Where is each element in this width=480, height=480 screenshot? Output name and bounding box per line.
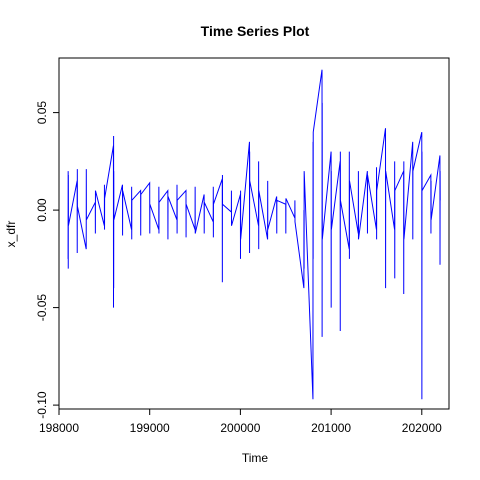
series-line-1: [67, 69, 441, 400]
x-tick-label: 198000: [39, 421, 79, 435]
x-tick-label: 200000: [220, 421, 260, 435]
y-tick-label: -0.05: [35, 294, 49, 322]
x-tick-label: 201000: [311, 421, 351, 435]
y-axis: -0.10 -0.05 0.00 0.05: [35, 101, 60, 419]
x-tick-label: 199000: [130, 421, 170, 435]
x-tick-label: 202000: [402, 421, 442, 435]
y-tick-label: 0.05: [35, 101, 49, 125]
chart-title: Time Series Plot: [201, 23, 310, 39]
y-tick-label: 0.00: [35, 198, 49, 222]
x-axis-label: Time: [242, 451, 269, 465]
y-axis-label: x_dfr: [4, 221, 18, 248]
series-layer: [67, 69, 441, 400]
y-tick-label: -0.10: [35, 391, 49, 419]
x-axis: 198000 199000 200000 201000 202000: [39, 408, 442, 435]
